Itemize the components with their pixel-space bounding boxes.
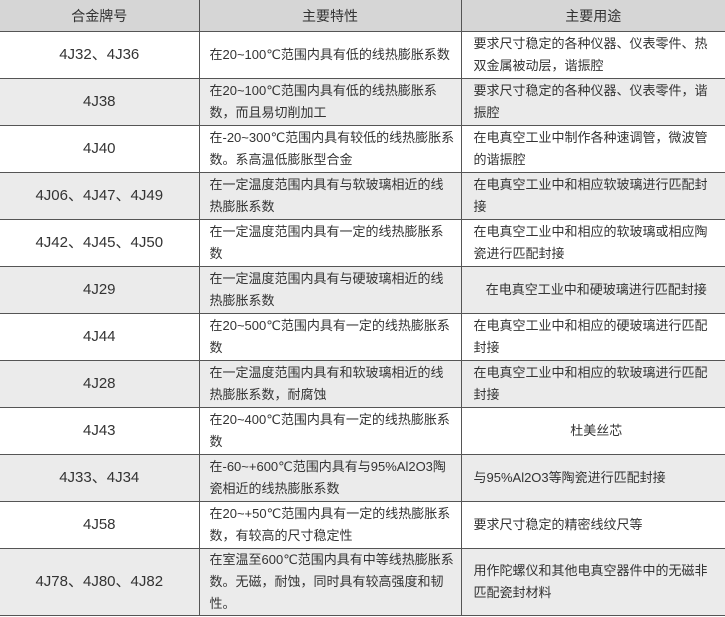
property-cell: 在20~400℃范围内具有一定的线热膨胀系数 xyxy=(198,407,462,455)
use-cell: 要求尺寸稳定的精密线纹尺等 xyxy=(460,501,725,549)
grade-cell: 4J58 xyxy=(0,501,200,549)
grade-cell: 4J42、4J45、4J50 xyxy=(0,219,200,267)
table-row: 4J44 在20~500℃范围内具有一定的线热膨胀系数 在电真空工业中和相应的硬玻璃… xyxy=(0,313,725,361)
property-cell: 在一定温度范围内具有与软玻璃相近的线热膨胀系数 xyxy=(198,172,462,220)
header-property: 主要特性 xyxy=(198,0,462,32)
grade-cell: 4J43 xyxy=(0,407,200,455)
grade-cell: 4J06、4J47、4J49 xyxy=(0,172,200,220)
use-cell: 用作陀螺仪和其他电真空器件中的无磁非匹配瓷封材料 xyxy=(460,548,725,616)
property-cell: 在20~100℃范围内具有低的线热膨胀系数 xyxy=(198,31,462,79)
property-cell: 在20~100℃范围内具有低的线热膨胀系数，而且易切削加工 xyxy=(198,78,462,126)
table-row: 4J78、4J80、4J82 在室温至600℃范围内具有中等线热膨胀系数。无磁，耐… xyxy=(0,548,725,616)
property-cell: 在一定温度范围内具有和软玻璃相近的线热膨胀系数，耐腐蚀 xyxy=(198,360,462,408)
table-row: 4J28 在一定温度范围内具有和软玻璃相近的线热膨胀系数，耐腐蚀 在电真空工业中和相… xyxy=(0,360,725,408)
grade-cell: 4J32、4J36 xyxy=(0,31,200,79)
table-row: 4J33、4J34 在-60~+600℃范围内具有与95%Al2O3陶瓷相近的线热… xyxy=(0,454,725,502)
use-cell: 在电真空工业中和硬玻璃进行匹配封接 xyxy=(460,266,725,314)
use-cell: 要求尺寸稳定的各种仪器、仪表零件、热双金属被动层，谐振腔 xyxy=(460,31,725,79)
property-cell: 在20~500℃范围内具有一定的线热膨胀系数 xyxy=(198,313,462,361)
table-row: 4J38 在20~100℃范围内具有低的线热膨胀系数，而且易切削加工 要求尺寸稳定的… xyxy=(0,78,725,126)
grade-cell: 4J78、4J80、4J82 xyxy=(0,548,200,616)
property-cell: 在-60~+600℃范围内具有与95%Al2O3陶瓷相近的线热膨胀系数 xyxy=(198,454,462,502)
header-grade: 合金牌号 xyxy=(0,0,200,32)
table-row: 4J43 在20~400℃范围内具有一定的线热膨胀系数 杜美丝芯 xyxy=(0,407,725,455)
grade-cell: 4J33、4J34 xyxy=(0,454,200,502)
use-cell: 杜美丝芯 xyxy=(460,407,725,455)
table-row: 4J40 在-20~300℃范围内具有较低的线热膨胀系数。系高温低膨胀型合金 在电真… xyxy=(0,125,725,173)
property-cell: 在一定温度范围内具有一定的线热膨胀系数 xyxy=(198,219,462,267)
property-cell: 在20~+50℃范围内具有一定的线热膨胀系数，有较高的尺寸稳定性 xyxy=(198,501,462,549)
use-cell: 在电真空工业中和相应的软玻璃进行匹配封接 xyxy=(460,360,725,408)
table-row: 4J42、4J45、4J50 在一定温度范围内具有一定的线热膨胀系数 在电真空工业中… xyxy=(0,219,725,267)
grade-cell: 4J38 xyxy=(0,78,200,126)
table-row: 4J29 在一定温度范围内具有与硬玻璃相近的线热膨胀系数 在电真空工业中和硬玻璃进行… xyxy=(0,266,725,314)
table-row: 4J58 在20~+50℃范围内具有一定的线热膨胀系数，有较高的尺寸稳定性 要求尺寸… xyxy=(0,501,725,549)
use-cell: 在电真空工业中制作各种速调管，微波管的谐振腔 xyxy=(460,125,725,173)
grade-cell: 4J29 xyxy=(0,266,200,314)
use-cell: 与95%Al2O3等陶瓷进行匹配封接 xyxy=(460,454,725,502)
header-use: 主要用途 xyxy=(460,0,725,32)
grade-cell: 4J28 xyxy=(0,360,200,408)
table-row: 4J06、4J47、4J49 在一定温度范围内具有与软玻璃相近的线热膨胀系数 在电真… xyxy=(0,172,725,220)
use-cell: 在电真空工业中和相应的软玻璃或相应陶瓷进行匹配封接 xyxy=(460,219,725,267)
header-row: 合金牌号 主要特性 主要用途 xyxy=(0,0,725,32)
use-cell: 要求尺寸稳定的各种仪器、仪表零件，谐振腔 xyxy=(460,78,725,126)
grade-cell: 4J40 xyxy=(0,125,200,173)
grade-cell: 4J44 xyxy=(0,313,200,361)
table-row: 4J32、4J36 在20~100℃范围内具有低的线热膨胀系数 要求尺寸稳定的各种仪… xyxy=(0,31,725,79)
use-cell: 在电真空工业中和相应软玻璃进行匹配封接 xyxy=(460,172,725,220)
property-cell: 在一定温度范围内具有与硬玻璃相近的线热膨胀系数 xyxy=(198,266,462,314)
use-cell: 在电真空工业中和相应的硬玻璃进行匹配封接 xyxy=(460,313,725,361)
property-cell: 在-20~300℃范围内具有较低的线热膨胀系数。系高温低膨胀型合金 xyxy=(198,125,462,173)
property-cell: 在室温至600℃范围内具有中等线热膨胀系数。无磁，耐蚀，同时具有较高强度和韧性。 xyxy=(198,548,462,616)
